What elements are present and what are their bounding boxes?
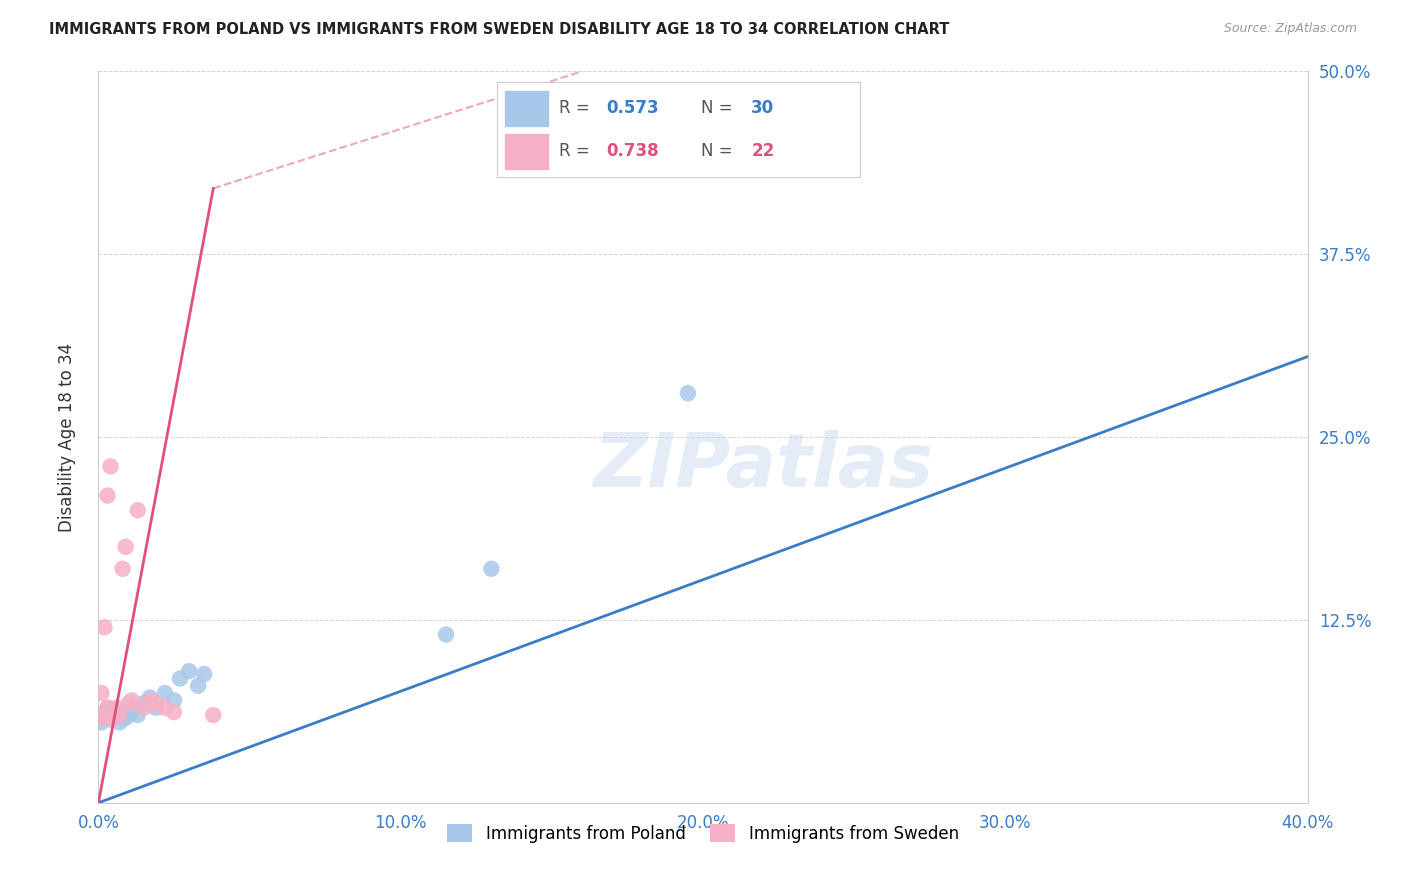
Point bbox=[163, 693, 186, 707]
Point bbox=[100, 713, 122, 727]
Legend: Immigrants from Poland, Immigrants from Sweden: Immigrants from Poland, Immigrants from … bbox=[440, 818, 966, 849]
Point bbox=[90, 715, 112, 730]
Point bbox=[153, 686, 176, 700]
Point bbox=[132, 700, 155, 714]
Point bbox=[93, 711, 115, 725]
Point bbox=[434, 627, 457, 641]
Point bbox=[96, 705, 118, 719]
Point bbox=[124, 700, 146, 714]
Point bbox=[169, 672, 191, 686]
Point bbox=[108, 708, 131, 723]
Point bbox=[108, 715, 131, 730]
Point bbox=[163, 705, 186, 719]
Point bbox=[121, 704, 143, 718]
Point bbox=[193, 667, 215, 681]
Point bbox=[114, 540, 136, 554]
Point bbox=[481, 562, 503, 576]
Point bbox=[111, 705, 134, 719]
Point bbox=[132, 696, 155, 710]
Point bbox=[153, 700, 176, 714]
Point bbox=[114, 711, 136, 725]
Point bbox=[103, 711, 125, 725]
Point bbox=[145, 700, 167, 714]
Point bbox=[202, 708, 225, 723]
Point bbox=[111, 562, 134, 576]
Point bbox=[1010, 50, 1032, 64]
Point bbox=[93, 708, 115, 723]
Point bbox=[676, 386, 699, 401]
Point bbox=[103, 711, 125, 725]
Point bbox=[90, 686, 112, 700]
Point bbox=[127, 708, 149, 723]
Point bbox=[139, 693, 162, 707]
Point bbox=[96, 489, 118, 503]
Point bbox=[103, 704, 125, 718]
Point bbox=[118, 708, 141, 723]
Point bbox=[96, 700, 118, 714]
Point bbox=[96, 700, 118, 714]
Point bbox=[100, 708, 122, 723]
Point bbox=[145, 696, 167, 710]
Point bbox=[93, 711, 115, 725]
Point bbox=[187, 679, 209, 693]
Y-axis label: Disability Age 18 to 34: Disability Age 18 to 34 bbox=[58, 343, 76, 532]
Point bbox=[100, 708, 122, 723]
Point bbox=[121, 693, 143, 707]
Point bbox=[93, 620, 115, 634]
Point bbox=[127, 503, 149, 517]
Text: Source: ZipAtlas.com: Source: ZipAtlas.com bbox=[1223, 22, 1357, 36]
Text: ZIPatlas: ZIPatlas bbox=[593, 430, 934, 503]
Point bbox=[105, 700, 128, 714]
Point bbox=[100, 459, 122, 474]
Point bbox=[90, 708, 112, 723]
Point bbox=[118, 696, 141, 710]
Text: IMMIGRANTS FROM POLAND VS IMMIGRANTS FROM SWEDEN DISABILITY AGE 18 TO 34 CORRELA: IMMIGRANTS FROM POLAND VS IMMIGRANTS FRO… bbox=[49, 22, 949, 37]
Point bbox=[139, 690, 162, 705]
Point bbox=[105, 708, 128, 723]
Point bbox=[179, 664, 201, 678]
